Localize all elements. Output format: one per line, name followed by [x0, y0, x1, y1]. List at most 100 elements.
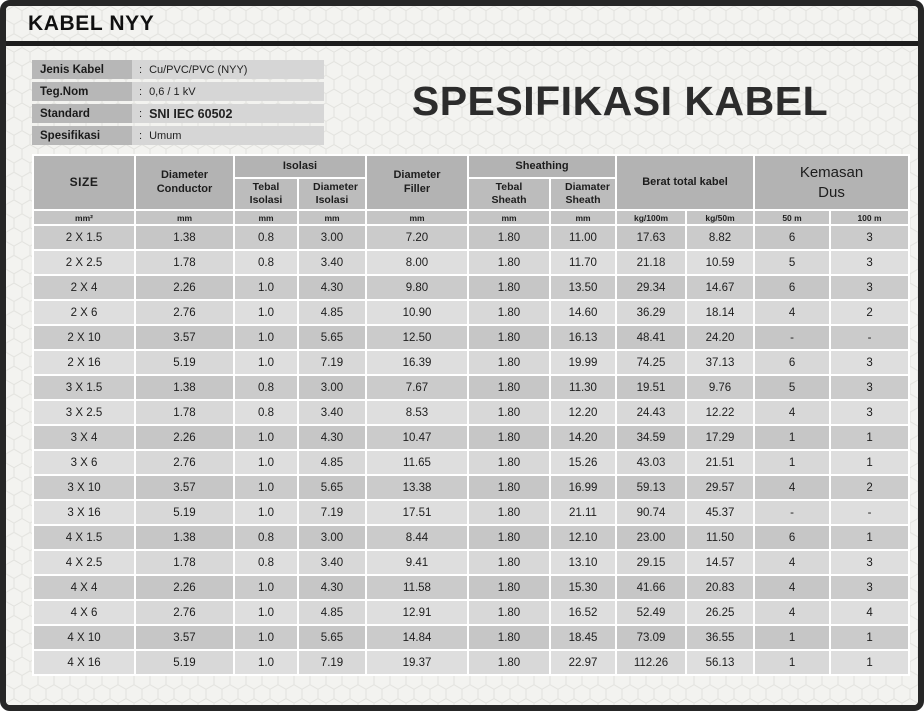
table-cell: 4.30 — [299, 276, 365, 299]
col-header-diameter-isolasi: Diameter Isolasi — [299, 179, 365, 209]
table-cell: 4 — [755, 551, 830, 574]
table-row: 4 X 6 2.76 1.0 4.85 12.91 1.80 16.52 52.49 26.25… — [34, 601, 909, 624]
size-cell: 4 X 1.5 — [34, 526, 134, 549]
table-cell: 12.22 — [687, 401, 754, 424]
table-cell: 26.25 — [687, 601, 754, 624]
table-cell: 12.50 — [367, 326, 467, 349]
table-cell: 21.11 — [551, 501, 616, 524]
table-cell: 1 — [755, 451, 830, 474]
table-cell: 5.65 — [299, 626, 365, 649]
table-cell: 24.20 — [687, 326, 754, 349]
table-cell: - — [755, 501, 830, 524]
table-cell: 4 — [755, 601, 830, 624]
table-cell: 1.80 — [469, 501, 549, 524]
table-cell: 3.40 — [299, 401, 365, 424]
table-row: 4 X 1.5 1.38 0.8 3.00 8.44 1.80 12.10 23.00 11.5… — [34, 526, 909, 549]
table-cell: 1.0 — [235, 326, 297, 349]
table-cell: 3.00 — [299, 376, 365, 399]
table-cell: 5 — [755, 251, 830, 274]
table-cell: 1.38 — [136, 526, 233, 549]
table-row: 2 X 4 2.26 1.0 4.30 9.80 1.80 13.50 29.34 14.67 6… — [34, 276, 909, 299]
table-cell: 10.59 — [687, 251, 754, 274]
top-bar: KABEL NYY — [6, 6, 918, 46]
table-cell: 5 — [755, 376, 830, 399]
table-cell: 1.80 — [469, 526, 549, 549]
table-cell: 10.90 — [367, 301, 467, 324]
table-cell: 3 — [831, 276, 909, 299]
table-cell: - — [831, 501, 909, 524]
size-cell: 3 X 1.5 — [34, 376, 134, 399]
table-cell: 16.99 — [551, 476, 616, 499]
table-cell: 6 — [755, 226, 830, 249]
size-cell: 3 X 16 — [34, 501, 134, 524]
table-cell: 0.8 — [235, 251, 297, 274]
table-cell: 21.18 — [617, 251, 686, 274]
table-cell: 1.80 — [469, 626, 549, 649]
info-row-spesifikasi: Spesifikasi : Umum — [32, 126, 324, 145]
table-cell: 8.53 — [367, 401, 467, 424]
table-cell: 18.45 — [551, 626, 616, 649]
colon-separator: : — [139, 107, 143, 120]
table-cell: 1.80 — [469, 326, 549, 349]
table-cell: 14.20 — [551, 426, 616, 449]
table-cell: 19.51 — [617, 376, 686, 399]
size-cell: 2 X 10 — [34, 326, 134, 349]
table-cell: 1 — [755, 626, 830, 649]
col-header-diameter-filler: Diameter Filler — [367, 156, 467, 209]
table-cell: 1.78 — [136, 401, 233, 424]
info-label: Standard — [32, 104, 132, 123]
table-cell: 1.0 — [235, 426, 297, 449]
table-row: 4 X 4 2.26 1.0 4.30 11.58 1.80 15.30 41.66 20.83… — [34, 576, 909, 599]
table-cell: 5.19 — [136, 351, 233, 374]
table-cell: 34.59 — [617, 426, 686, 449]
table-cell: 0.8 — [235, 551, 297, 574]
table-row: 2 X 6 2.76 1.0 4.85 10.90 1.80 14.60 36.29 18.14… — [34, 301, 909, 324]
table-cell: 3.40 — [299, 251, 365, 274]
table-cell: 2 — [831, 476, 909, 499]
table-row: 2 X 2.5 1.78 0.8 3.40 8.00 1.80 11.70 21.18 10.5… — [34, 251, 909, 274]
table-cell: 3.57 — [136, 476, 233, 499]
unit-cell: mm — [235, 211, 297, 224]
table-cell: 1.80 — [469, 476, 549, 499]
table-cell: 17.63 — [617, 226, 686, 249]
table-cell: 1.0 — [235, 301, 297, 324]
col-header-isolasi: Isolasi — [235, 156, 365, 177]
table-cell: 13.50 — [551, 276, 616, 299]
table-cell: 3.00 — [299, 526, 365, 549]
table-cell: 56.13 — [687, 651, 754, 674]
table-cell: 14.57 — [687, 551, 754, 574]
table-cell: 1.0 — [235, 626, 297, 649]
table-cell: 1.80 — [469, 601, 549, 624]
unit-cell: 100 m — [831, 211, 909, 224]
table-cell: 4 — [755, 401, 830, 424]
table-cell: 1.78 — [136, 551, 233, 574]
table-cell: 73.09 — [617, 626, 686, 649]
table-cell: 37.13 — [687, 351, 754, 374]
size-cell: 2 X 2.5 — [34, 251, 134, 274]
unit-cell: mm — [469, 211, 549, 224]
table-cell: 1.80 — [469, 276, 549, 299]
table-cell: 1.0 — [235, 576, 297, 599]
table-cell: 10.47 — [367, 426, 467, 449]
table-cell: 13.10 — [551, 551, 616, 574]
unit-cell: mm — [136, 211, 233, 224]
table-cell: 29.15 — [617, 551, 686, 574]
table-cell: 1 — [831, 651, 909, 674]
table-row: 3 X 6 2.76 1.0 4.85 11.65 1.80 15.26 43.03 21.51… — [34, 451, 909, 474]
table-cell: 0.8 — [235, 526, 297, 549]
col-header-sheathing: Sheathing — [469, 156, 616, 177]
unit-cell: mm — [551, 211, 616, 224]
table-row: 3 X 1.5 1.38 0.8 3.00 7.67 1.80 11.30 19.51 9.76… — [34, 376, 909, 399]
table-row: 2 X 16 5.19 1.0 7.19 16.39 1.80 19.99 74.25 37.1… — [34, 351, 909, 374]
size-cell: 4 X 16 — [34, 651, 134, 674]
table-cell: 4.85 — [299, 451, 365, 474]
table-cell: 74.25 — [617, 351, 686, 374]
table-cell: 0.8 — [235, 401, 297, 424]
table-cell: 11.00 — [551, 226, 616, 249]
size-cell: 3 X 10 — [34, 476, 134, 499]
table-cell: 14.84 — [367, 626, 467, 649]
info-row-jenis-kabel: Jenis Kabel : Cu/PVC/PVC (NYY) — [32, 60, 324, 79]
table-cell: 1.80 — [469, 401, 549, 424]
table-cell: 45.37 — [687, 501, 754, 524]
table-cell: 17.51 — [367, 501, 467, 524]
